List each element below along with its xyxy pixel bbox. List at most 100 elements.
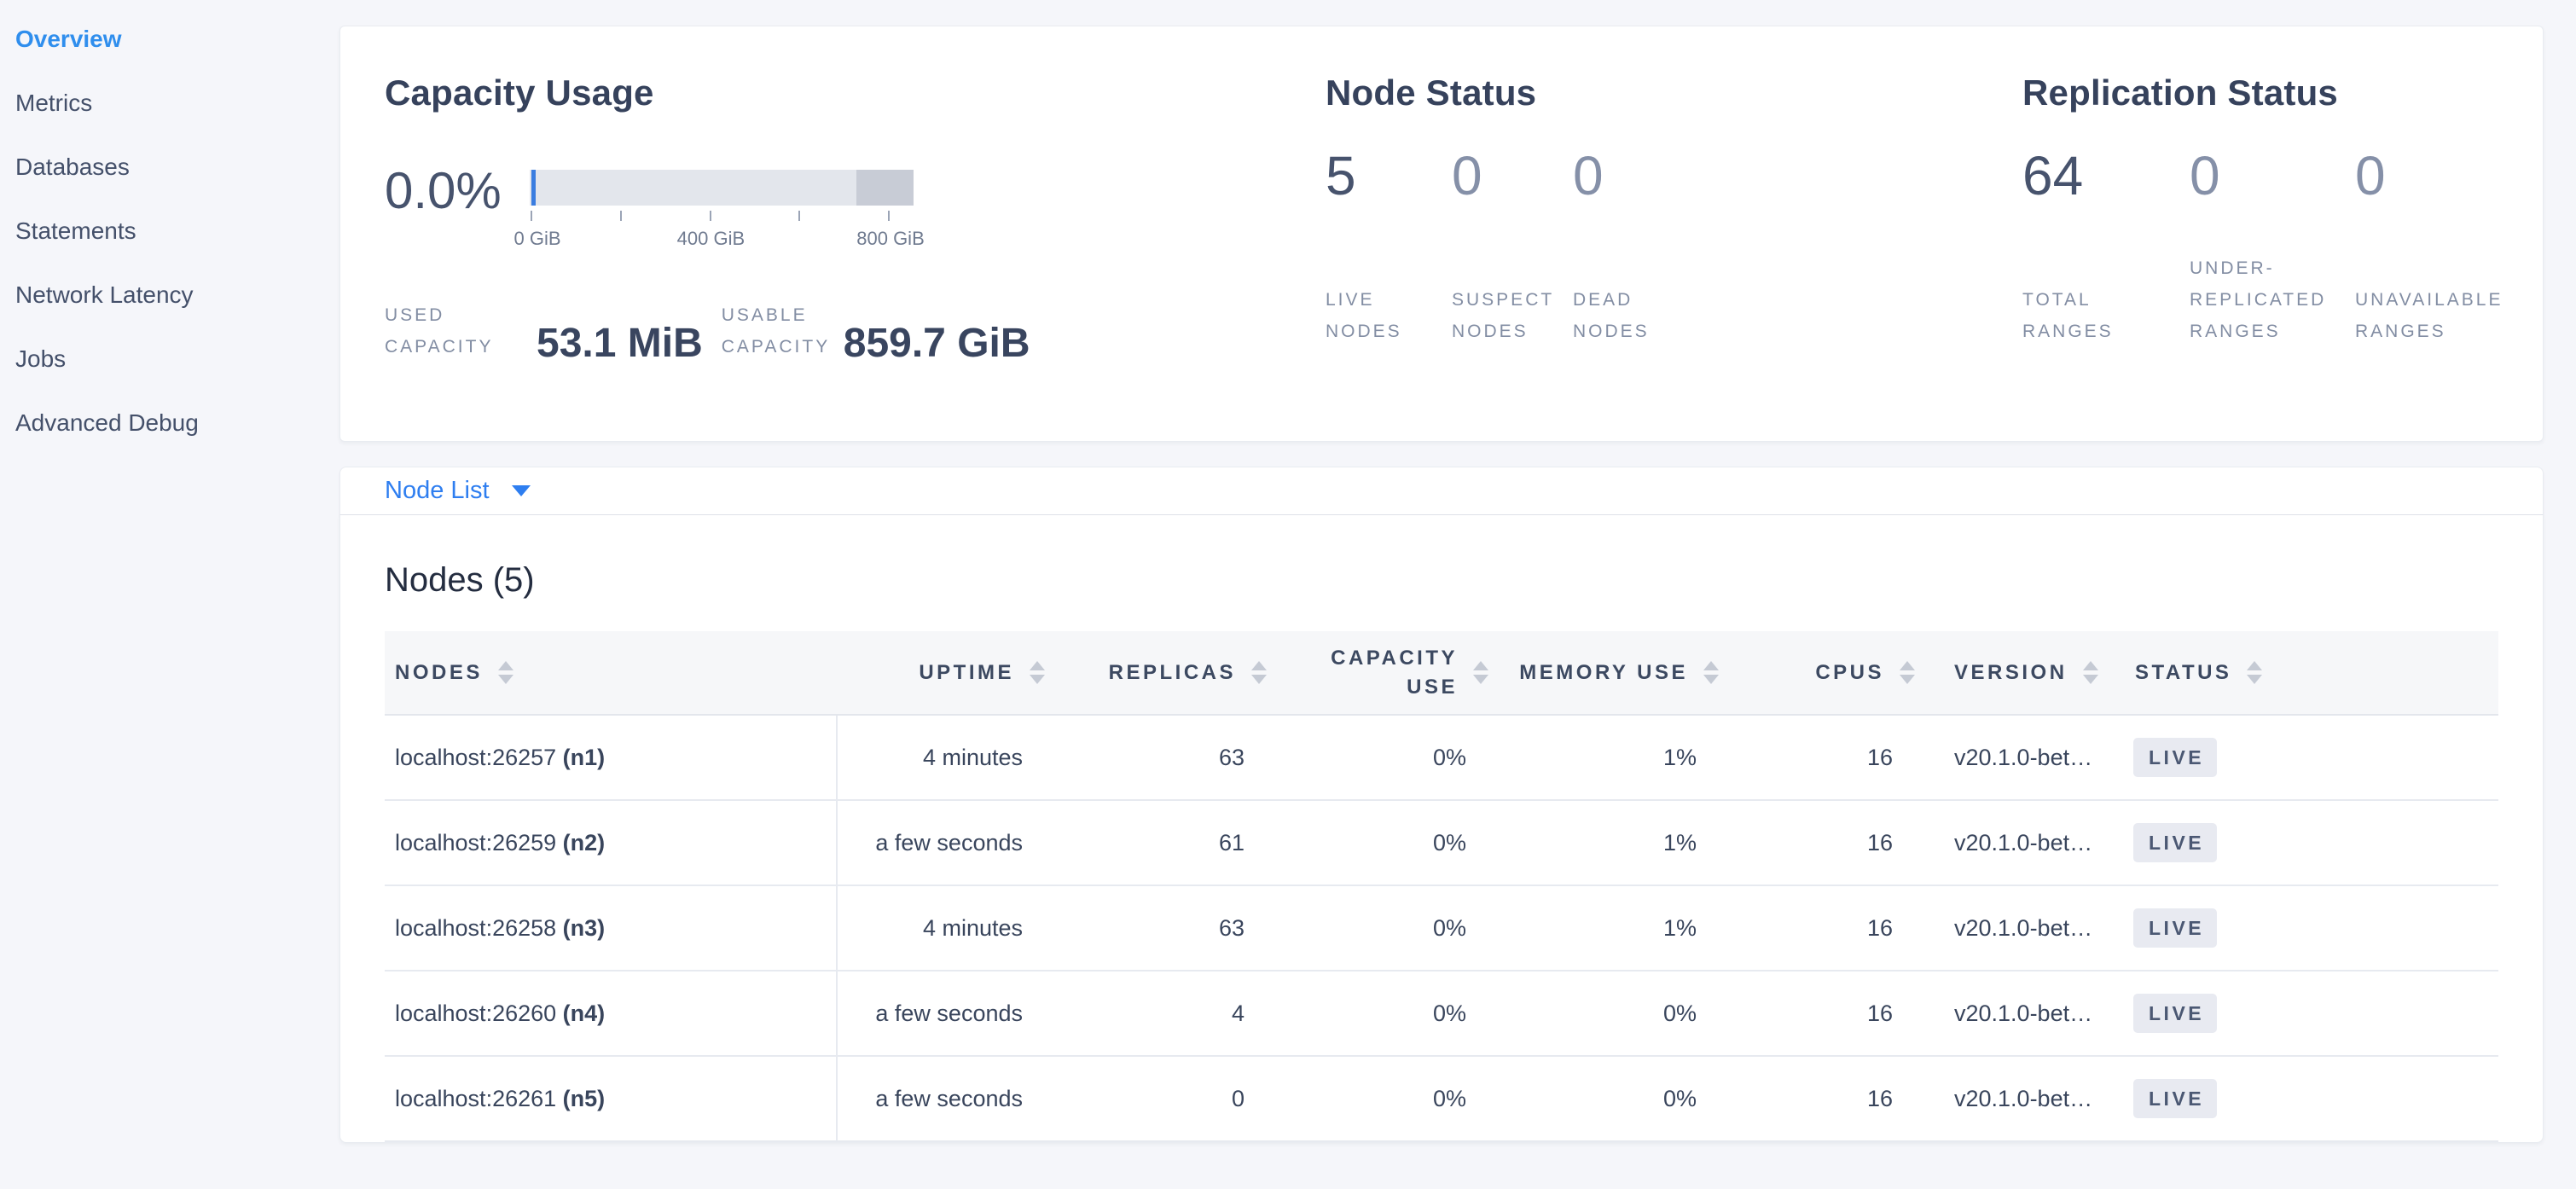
total-ranges-value: 64 [2022,145,2084,206]
cpus-cell: 16 [1724,1056,1920,1142]
version-cell: v20.1.0-bet… [1920,885,2125,972]
column-header-nodes[interactable]: NODES [385,631,837,716]
capacity-percent: 0.0% [385,162,502,219]
live-nodes-stat: 5 LIVE NODES [1326,145,1452,347]
nodes-table: NODES UPTIME REPLICAS CAPACITY USE MEMOR [385,631,2498,1142]
axis-label-0gib: 0 GiB [513,228,561,249]
status-badge: LIVE [2133,994,2218,1033]
capacity-usage-title: Capacity Usage [385,72,654,113]
sidebar-item-network-latency[interactable]: Network Latency [15,281,194,308]
table-row: localhost:26259 (n2) a few seconds 61 0%… [385,800,2498,886]
node-name-cell: localhost:26259 (n2) [385,800,838,886]
chevron-down-icon [511,485,531,496]
uptime-cell: 4 minutes [837,715,1050,801]
capacity-use-cell: 0% [1272,885,1494,972]
unavailable-ranges-stat: 0 UNAVAILABLE RANGES [2355,145,2543,347]
table-header-row: NODES UPTIME REPLICAS CAPACITY USE MEMOR [385,631,2498,716]
column-header-memory-use[interactable]: MEMORY USE [1494,631,1724,716]
unavailable-ranges-value: 0 [2355,145,2386,206]
replicas-cell: 61 [1050,800,1272,886]
column-header-replicas[interactable]: REPLICAS [1050,631,1272,716]
column-header-version[interactable]: VERSION [1920,631,2125,716]
capacity-use-cell: 0% [1272,800,1494,886]
uptime-cell: 4 minutes [837,885,1050,972]
sidebar-item-databases[interactable]: Databases [15,154,130,180]
used-capacity-stat: USED CAPACITY 53.1 MiB [385,299,703,366]
sort-icon [1473,661,1488,684]
cpus-cell: 16 [1724,800,1920,886]
replication-status-panel: Replication Status 64 TOTAL RANGES 0 UND… [2022,26,2543,441]
uptime-cell: a few seconds [837,971,1050,1057]
memory-use-cell: 1% [1494,800,1724,886]
node-list-label: Node List [385,477,490,504]
total-ranges-label: TOTAL RANGES [2022,290,2114,341]
replicas-cell: 4 [1050,971,1272,1057]
live-nodes-label: LIVE NODES [1326,290,1402,341]
status-badge: LIVE [2133,738,2218,777]
capacity-bar-dark-segment [856,170,914,206]
node-list-dropdown-bar: Node List [339,467,2544,515]
status-cell: LIVE [2125,885,2498,972]
replicas-cell: 63 [1050,715,1272,801]
version-cell: v20.1.0-bet… [1920,715,2125,801]
capacity-axis-labels: 0 GiB 400 GiB 800 GiB [513,228,924,252]
capacity-axis-ticks [530,211,914,221]
sidebar-item-advanced-debug[interactable]: Advanced Debug [15,409,199,436]
status-cell: LIVE [2125,715,2498,801]
capacity-bar-used-marker [531,170,536,206]
sidebar: Overview Metrics Databases Statements Ne… [0,0,339,1189]
column-header-status[interactable]: STATUS [2125,631,2498,716]
column-header-cpus[interactable]: CPUS [1724,631,1920,716]
node-status-title: Node Status [1326,72,1537,113]
suspect-nodes-stat: 0 SUSPECT NODES [1452,145,1573,347]
sidebar-item-jobs[interactable]: Jobs [15,345,67,372]
sort-icon [2082,661,2098,684]
under-replicated-ranges-value: 0 [2190,145,2220,206]
usable-capacity-stat: USABLE CAPACITY 859.7 GiB [722,299,1030,366]
sort-icon [1703,661,1719,684]
capacity-use-cell: 0% [1272,1056,1494,1142]
replicas-cell: 0 [1050,1056,1272,1142]
usable-capacity-value: 859.7 GiB [843,321,1030,366]
status-badge: LIVE [2133,908,2218,948]
cluster-summary-card: Capacity Usage 0.0% 0 GiB 400 Gi [339,26,2544,442]
suspect-nodes-value: 0 [1452,145,1482,206]
table-row: localhost:26260 (n4) a few seconds 4 0% … [385,971,2498,1057]
dead-nodes-value: 0 [1573,145,1604,206]
node-status-panel: Node Status 5 LIVE NODES 0 SUSPECT NODES… [1326,26,2022,441]
version-cell: v20.1.0-bet… [1920,971,2125,1057]
memory-use-cell: 0% [1494,971,1724,1057]
under-replicated-ranges-stat: 0 UNDER-REPLICATED RANGES [2190,145,2355,347]
uptime-cell: a few seconds [837,1056,1050,1142]
replicas-cell: 63 [1050,885,1272,972]
cpus-cell: 16 [1724,715,1920,801]
capacity-use-cell: 0% [1272,971,1494,1057]
version-cell: v20.1.0-bet… [1920,800,2125,886]
uptime-cell: a few seconds [837,800,1050,886]
status-badge: LIVE [2133,823,2218,862]
node-name-cell: localhost:26260 (n4) [385,971,838,1057]
main-content: Capacity Usage 0.0% 0 GiB 400 Gi [339,0,2576,1189]
axis-label-400gib: 400 GiB [676,228,746,249]
capacity-use-cell: 0% [1272,715,1494,801]
node-list-dropdown[interactable]: Node List [385,477,531,505]
dead-nodes-label: DEAD NODES [1573,290,1650,341]
sidebar-item-metrics[interactable]: Metrics [15,90,93,116]
nodes-table-card: Nodes (5) NODES UPTIME REP [339,515,2544,1143]
column-header-uptime[interactable]: UPTIME [837,631,1050,716]
capacity-bar [530,170,914,206]
node-name-cell: localhost:26257 (n1) [385,715,838,801]
sort-icon [2247,661,2263,684]
capacity-usage-bar-chart: 0 GiB 400 GiB 800 GiB [513,170,925,252]
column-header-capacity-use[interactable]: CAPACITY USE [1272,631,1494,716]
cpus-cell: 16 [1724,971,1920,1057]
sidebar-item-overview[interactable]: Overview [15,26,122,52]
sidebar-item-statements[interactable]: Statements [15,218,136,244]
used-capacity-value: 53.1 MiB [537,321,703,366]
used-capacity-label: USED CAPACITY [385,305,494,357]
live-nodes-value: 5 [1326,145,1356,206]
memory-use-cell: 1% [1494,715,1724,801]
status-cell: LIVE [2125,800,2498,886]
under-replicated-ranges-label: UNDER-REPLICATED RANGES [2190,258,2327,341]
